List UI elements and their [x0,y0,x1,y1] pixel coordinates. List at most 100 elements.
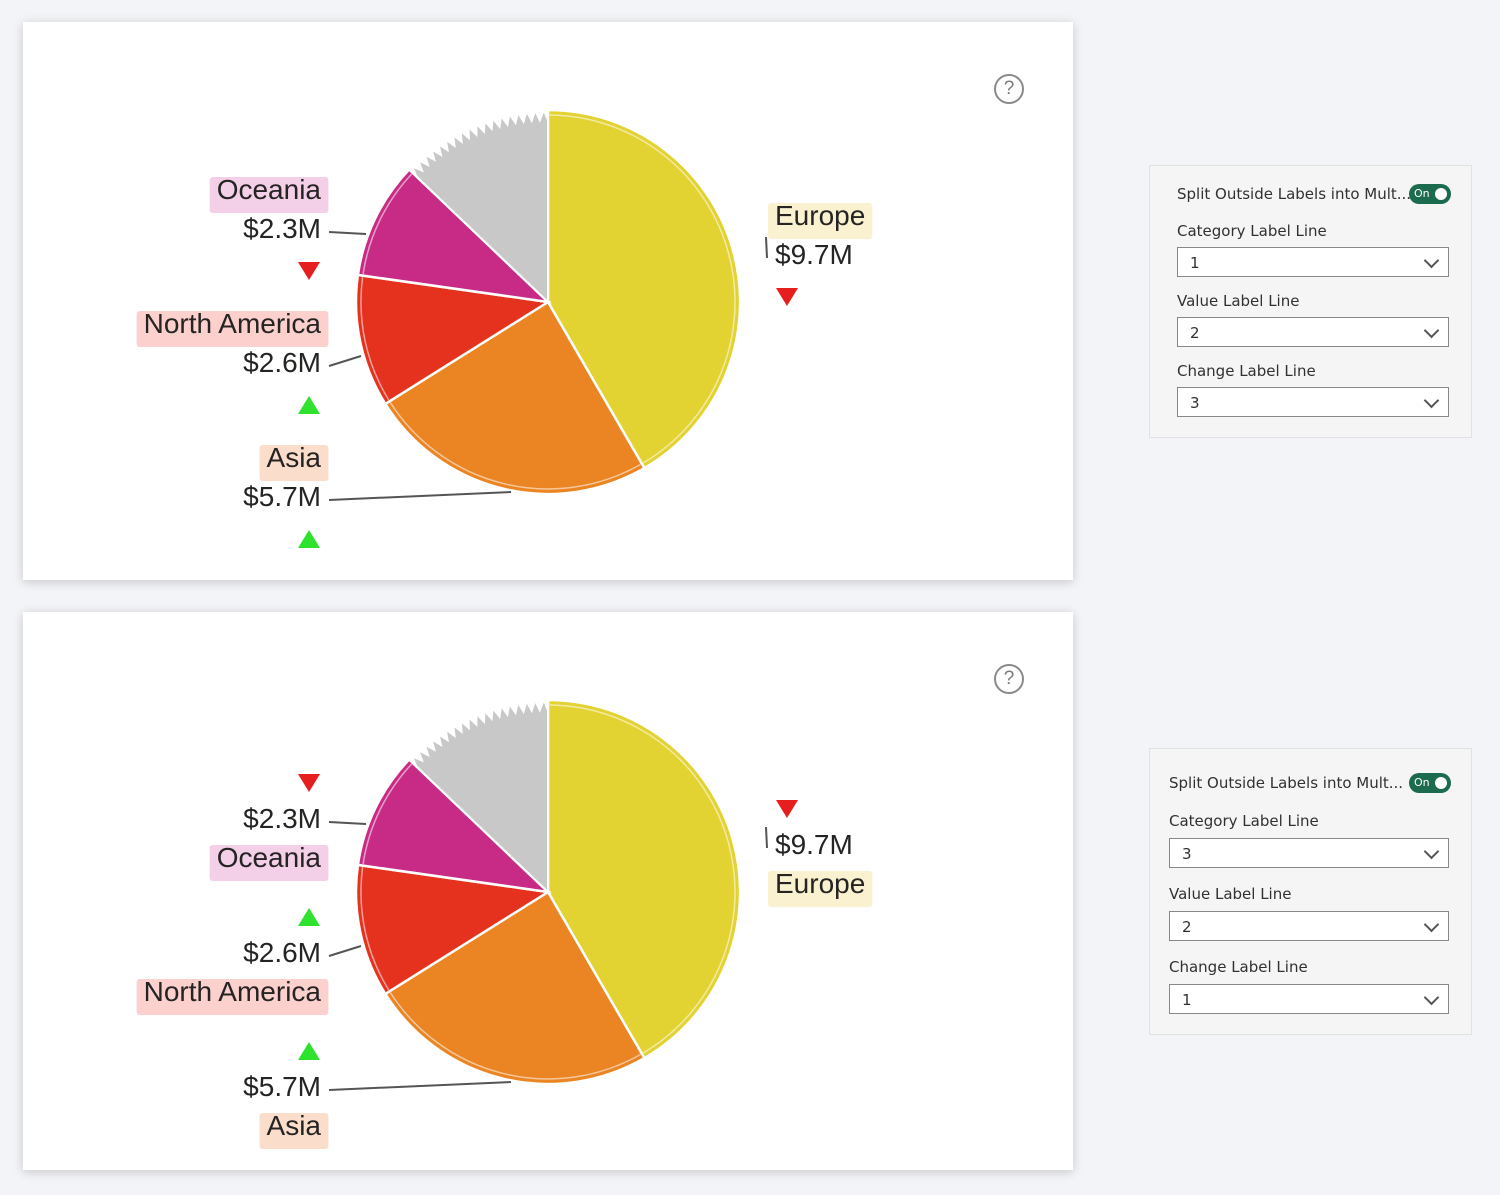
change-up-arrow-asia [298,530,320,548]
category-label-oceania: Oceania [217,174,322,205]
category-line-label: Category Label Line [1177,222,1327,240]
toggle-state-text: On [1414,187,1430,200]
value-line-value: 2 [1190,324,1200,342]
split-labels-toggle[interactable]: On [1409,184,1451,204]
split-labels-toggle[interactable]: On [1409,773,1451,793]
pie-slice-asia[interactable] [383,890,647,1086]
chevron-down-icon [1423,916,1440,933]
pie-slice-north-america[interactable] [354,273,552,406]
pie-slice-highlight-oceania [362,173,413,275]
category-label-north-america: North America [144,976,322,1007]
category-line-label: Category Label Line [1169,812,1319,830]
format-panel-2: Split Outside Labels into Mult... On Cat… [1149,748,1472,1035]
pie-slice-highlight-north-america [360,867,390,991]
leader-line-europe [765,826,768,849]
category-label-asia: Asia [267,442,322,473]
category-label-bg-oceania [209,845,329,881]
value-label-north-america: $2.6M [243,347,321,378]
leader-line-asia [328,491,512,501]
pie-slice-europe[interactable] [546,108,742,470]
toggle-knob [1435,777,1447,789]
value-label-oceania: $2.3M [243,803,321,834]
pie-slice-other[interactable] [410,107,549,305]
leader-line-oceania [328,231,367,235]
pie-slice-highlight-oceania [362,763,413,865]
category-line-value: 3 [1182,845,1192,863]
category-label-europe: Europe [775,200,865,231]
category-line-dropdown[interactable]: 1 [1177,247,1449,277]
pie-slice-other[interactable] [410,697,549,895]
chevron-down-icon [1423,989,1440,1006]
split-labels-toggle-label: Split Outside Labels into Mult... [1169,774,1404,792]
chevron-down-icon [1423,843,1440,860]
value-label-north-america: $2.6M [243,937,321,968]
category-label-bg-north-america [136,979,329,1015]
help-icon[interactable]: ? [994,664,1024,694]
change-line-value: 3 [1190,394,1200,412]
leader-line-europe [765,236,768,259]
category-label-europe: Europe [775,868,865,899]
value-label-europe: $9.7M [775,239,853,270]
change-down-arrow-europe [776,800,798,818]
category-label-bg-north-america [136,311,329,347]
pie-slice-highlight-europe [549,114,736,464]
change-down-arrow-europe [776,288,798,306]
toggle-knob [1435,188,1447,200]
change-up-arrow-asia [298,1042,320,1060]
category-label-bg-asia [259,445,329,481]
pie-slice-asia[interactable] [383,300,647,496]
category-line-value: 1 [1190,254,1200,272]
chevron-down-icon [1423,322,1440,339]
format-panel-1: Split Outside Labels into Mult... On Cat… [1149,165,1472,438]
value-line-dropdown[interactable]: 2 [1177,317,1449,347]
pie-chart-card-2: Europe $9.7M Asia $5.7M North America $2.6M Oc… [23,612,1073,1170]
category-label-asia: Asia [267,1110,322,1141]
change-line-value: 1 [1182,991,1192,1009]
category-label-bg-oceania [209,177,329,213]
leader-line-north-america [328,355,362,367]
split-labels-toggle-label: Split Outside Labels into Mult... [1177,185,1412,203]
pie-slice-europe[interactable] [546,698,742,1060]
leader-line-asia [328,1081,512,1091]
category-label-bg-europe [768,871,873,907]
category-label-north-america: North America [144,308,322,339]
pie-slice-highlight-north-america [360,277,390,401]
value-line-label: Value Label Line [1169,885,1292,903]
split-labels-toggle-row: Split Outside Labels into Mult... On [1177,182,1451,206]
toggle-state-text: On [1414,776,1430,789]
leader-line-oceania [328,821,367,825]
leader-line-north-america [328,945,362,957]
pie-chart-2: Europe $9.7M Asia $5.7M North America $2.6M Oc… [136,697,873,1149]
pie-slice-oceania[interactable] [356,757,552,894]
value-line-dropdown[interactable]: 2 [1169,911,1449,941]
chevron-down-icon [1423,252,1440,269]
value-line-label: Value Label Line [1177,292,1300,310]
value-label-europe: $9.7M [775,829,853,860]
change-line-label: Change Label Line [1169,958,1308,976]
change-up-arrow-north-america [298,396,320,414]
change-line-dropdown[interactable]: 1 [1169,984,1449,1014]
pie-slice-highlight-asia [389,992,641,1080]
pie-chart-card-1: Europe $9.7M Asia $5.7M North America $2.6M Oc… [23,22,1073,580]
value-line-value: 2 [1182,918,1192,936]
chevron-down-icon [1423,392,1440,409]
value-label-asia: $5.7M [243,1071,321,1102]
change-up-arrow-north-america [298,908,320,926]
pie-slice-north-america[interactable] [354,863,552,996]
pie-slice-highlight-europe [549,704,736,1054]
help-icon[interactable]: ? [994,74,1024,104]
category-label-bg-asia [259,1113,329,1149]
value-label-oceania: $2.3M [243,213,321,244]
pie-slice-oceania[interactable] [356,167,552,304]
change-down-arrow-oceania [298,262,320,280]
split-labels-toggle-row: Split Outside Labels into Mult... On [1169,771,1451,795]
value-label-asia: $5.7M [243,481,321,512]
change-down-arrow-oceania [298,774,320,792]
category-line-dropdown[interactable]: 3 [1169,838,1449,868]
change-line-label: Change Label Line [1177,362,1316,380]
category-label-bg-europe [768,203,873,239]
pie-chart-1: Europe $9.7M Asia $5.7M North America $2.6M Oc… [136,107,873,548]
change-line-dropdown[interactable]: 3 [1177,387,1449,417]
category-label-oceania: Oceania [217,842,322,873]
pie-slice-highlight-asia [389,402,641,490]
